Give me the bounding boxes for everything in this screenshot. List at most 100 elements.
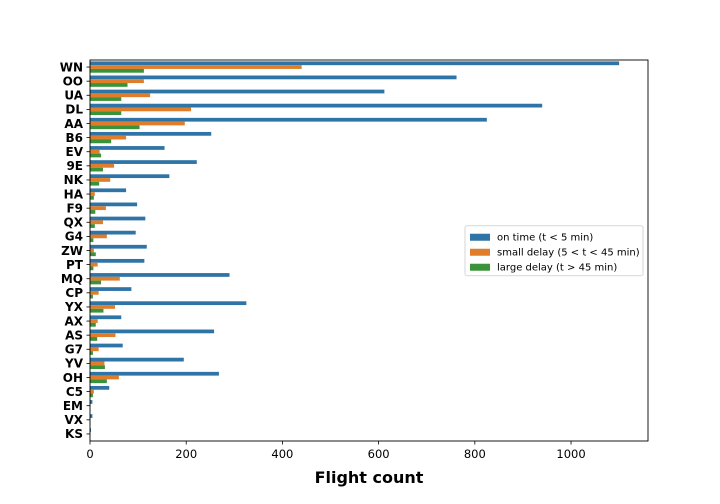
bar-CP-series-3 <box>90 294 93 299</box>
bar-C5-series-3 <box>90 393 93 398</box>
bar-ZW-series-2 <box>90 248 94 253</box>
bar-PT-series-1 <box>90 258 145 263</box>
y-tick-label-B6: B6 <box>66 131 84 145</box>
bar-OO-series-2 <box>90 79 144 84</box>
bar-G4-series-3 <box>90 238 94 243</box>
bar-AX-series-2 <box>90 319 98 323</box>
y-tick-label-KS: KS <box>65 427 83 441</box>
bar-QX-series-1 <box>90 216 146 221</box>
y-tick-label-NK: NK <box>64 173 84 187</box>
bar-DL-series-3 <box>90 111 122 116</box>
bar-AX-series-1 <box>90 315 122 320</box>
bar-OH-series-2 <box>90 375 119 380</box>
y-tick-label-CP: CP <box>65 286 83 300</box>
bar-YX-series-3 <box>90 308 104 313</box>
bar-AS-series-2 <box>90 333 116 338</box>
y-tick-label-YV: YV <box>64 357 84 371</box>
y-tick-label-PT: PT <box>66 258 84 272</box>
bar-EV-series-3 <box>90 153 102 158</box>
legend-swatch-3 <box>470 263 490 271</box>
bar-AX-series-3 <box>90 322 96 327</box>
bar-ZW-series-3 <box>90 252 96 257</box>
x-tick-label-0: 0 <box>86 447 93 461</box>
bar-B6-series-3 <box>90 139 112 144</box>
bar-YX-series-2 <box>90 305 116 309</box>
bar-AS-series-1 <box>90 329 215 334</box>
bar-WN-series-1 <box>90 61 620 66</box>
legend: on time (t < 5 min) small delay (5 < t < … <box>464 225 644 277</box>
bar-F9-series-2 <box>90 206 106 211</box>
y-tick-label-AS: AS <box>65 328 83 342</box>
y-tick-label-EV: EV <box>66 145 84 159</box>
bar-UA-series-3 <box>90 97 122 101</box>
bar-G4-series-1 <box>90 230 136 235</box>
y-axis-ticks: WNOOUADLAAB6EV9ENKHAF9QXG4ZWPTMQCPYXAXAS… <box>60 60 90 441</box>
y-tick-label-EM: EM <box>63 399 83 413</box>
bar-EM-series-1 <box>90 400 93 404</box>
bar-NK-series-1 <box>90 174 170 179</box>
bar-DL-series-2 <box>90 107 192 112</box>
legend-swatch-1 <box>470 233 490 241</box>
y-tick-label-OH: OH <box>63 371 83 385</box>
bar-QX-series-3 <box>90 224 95 228</box>
plot-frame <box>89 59 649 442</box>
x-tick-label-400: 400 <box>271 447 293 461</box>
bar-G7-series-2 <box>90 347 99 352</box>
bar-9E-series-1 <box>90 160 197 164</box>
legend-swatch-2 <box>470 248 490 256</box>
bar-AS-series-3 <box>90 337 98 341</box>
bar-OH-series-3 <box>90 379 107 384</box>
bar-VX-series-1 <box>90 414 93 418</box>
x-tick-label-1000: 1000 <box>556 447 585 461</box>
x-tick-label-200: 200 <box>175 447 197 461</box>
legend-box <box>464 225 644 277</box>
bar-MQ-series-2 <box>90 276 120 281</box>
bar-YV-series-1 <box>90 357 184 362</box>
y-tick-label-QX: QX <box>64 216 84 230</box>
y-tick-label-HA: HA <box>64 187 84 201</box>
bar-AA-series-2 <box>90 121 185 126</box>
y-tick-label-ZW: ZW <box>61 244 83 258</box>
bar-CP-series-1 <box>90 287 132 291</box>
bar-EV-series-1 <box>90 146 165 150</box>
bar-DL-series-1 <box>90 103 543 108</box>
bar-G7-series-3 <box>90 351 93 355</box>
y-tick-label-OO: OO <box>63 74 83 88</box>
legend-label-3: large delay (t > 45 min) <box>497 263 617 274</box>
x-axis-ticks: 0 200 400 600 800 1000 <box>86 441 586 461</box>
bar-CP-series-2 <box>90 290 99 295</box>
bar-9E-series-3 <box>90 167 103 172</box>
x-axis-label: Flight count <box>315 468 424 487</box>
y-tick-label-DL: DL <box>65 103 83 117</box>
bar-MQ-series-1 <box>90 273 230 277</box>
bar-MQ-series-3 <box>90 280 102 285</box>
x-tick-label-600: 600 <box>368 447 390 461</box>
y-tick-label-G4: G4 <box>65 230 83 244</box>
bar-OO-series-3 <box>90 83 128 87</box>
legend-label-2: small delay (5 < t < 45 min) <box>497 248 640 259</box>
bar-ZW-series-1 <box>90 244 147 249</box>
bar-9E-series-2 <box>90 163 115 168</box>
y-tick-label-WN: WN <box>60 60 83 74</box>
bar-YX-series-1 <box>90 301 247 306</box>
bar-YV-series-2 <box>90 361 105 366</box>
bar-WN-series-3 <box>90 68 144 73</box>
bar-PT-series-2 <box>90 262 98 267</box>
bar-NK-series-2 <box>90 178 111 182</box>
bar-HA-series-3 <box>90 195 94 200</box>
y-tick-label-MQ: MQ <box>61 272 83 286</box>
bar-B6-series-1 <box>90 131 212 136</box>
bar-UA-series-1 <box>90 89 385 94</box>
y-tick-label-G7: G7 <box>65 343 83 357</box>
bar-G7-series-1 <box>90 343 123 348</box>
bar-B6-series-2 <box>90 135 127 140</box>
y-tick-label-F9: F9 <box>66 201 83 215</box>
bar-C5-series-1 <box>90 385 110 390</box>
legend-label-1: on time (t < 5 min) <box>497 233 593 244</box>
bar-NK-series-3 <box>90 181 100 186</box>
bar-G4-series-2 <box>90 234 107 239</box>
bar-KS-series-1 <box>90 428 91 433</box>
bar-UA-series-2 <box>90 93 151 98</box>
bar-QX-series-2 <box>90 220 103 225</box>
